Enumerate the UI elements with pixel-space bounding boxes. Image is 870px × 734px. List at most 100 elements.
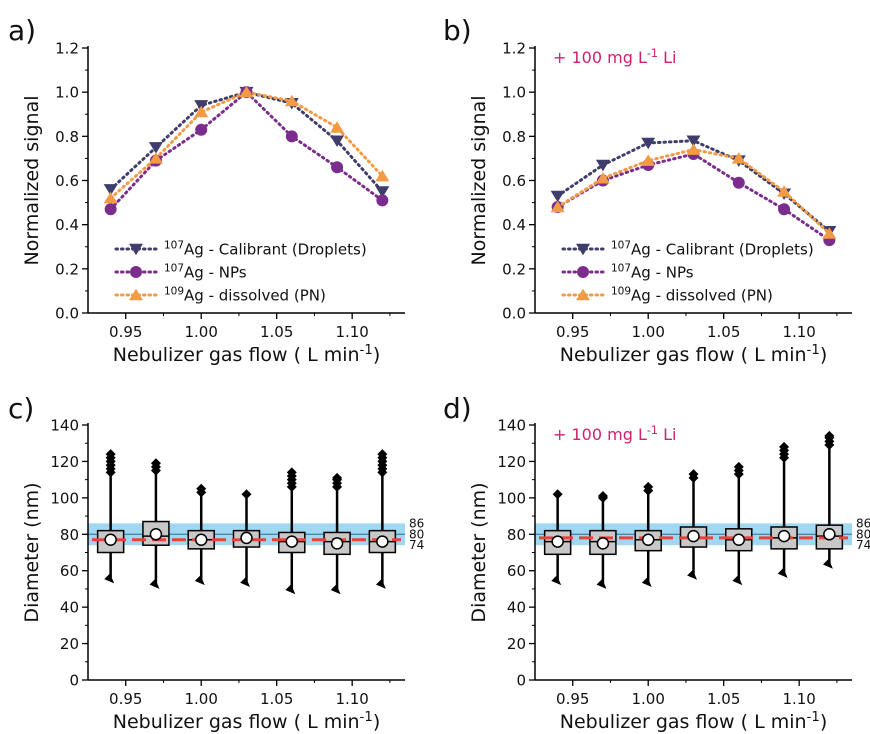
y-tick-label: 80	[507, 526, 526, 544]
y-tick-label: 0.2	[502, 260, 526, 278]
y-axis-title: Normalized signal	[468, 96, 490, 266]
panel-a: a) 0.0 0.2 0.4 0.6 0.8 1.0 1.2 0.95 1.00 1.05 1.10 N…	[8, 14, 405, 366]
outlier	[597, 491, 608, 502]
outlier-min	[641, 577, 652, 587]
x-axis-title: Nebulizer gas flow ( L min-1)	[113, 710, 380, 734]
y-tick-label: 0.4	[502, 216, 526, 234]
y-tick-label: 0.6	[55, 172, 79, 190]
x-tick-label: 0.95	[109, 690, 142, 708]
data-point	[550, 190, 565, 203]
outlier-min	[551, 575, 562, 586]
mean-marker	[687, 529, 700, 543]
mean-marker	[330, 537, 344, 550]
mean-marker	[596, 537, 610, 550]
legend-label: 109Ag - dissolved (PN)	[164, 286, 326, 305]
data-point	[376, 194, 389, 207]
mean-marker	[732, 533, 746, 546]
mean-marker	[641, 533, 655, 546]
x-tick-label: 1.05	[707, 323, 740, 341]
x-axis-title-rest: )	[820, 344, 827, 366]
series-line	[109, 90, 384, 194]
legend-label: 107Ag - Calibrant (Droplets)	[164, 240, 367, 259]
y-tick-label: 1.2	[502, 40, 526, 58]
y-tick-label: 100	[50, 489, 79, 507]
mean-marker	[194, 533, 208, 546]
legend-text: Ag - NPs	[184, 264, 247, 282]
x-axis-title-sup: -1	[807, 710, 820, 725]
outlier-min	[777, 567, 788, 578]
x-axis-title: Nebulizer gas flow ( L min-1)	[560, 343, 827, 367]
data-point	[595, 171, 610, 184]
data-point	[641, 154, 656, 166]
band-label: 86	[856, 516, 870, 530]
legend-marker	[576, 288, 590, 301]
mean-marker	[104, 533, 117, 546]
panel-label: d)	[443, 392, 472, 425]
panel-label: a)	[8, 14, 36, 47]
legend-label: 109Ag - dissolved (PN)	[611, 286, 773, 305]
outlier-min	[687, 569, 698, 580]
x-axis-title-rest: )	[820, 711, 827, 733]
x-axis-title-main: Nebulizer gas flow ( L min	[560, 344, 807, 366]
data-point	[103, 191, 118, 204]
band-label: 80	[856, 527, 870, 541]
band-label: 74	[856, 538, 870, 552]
legend-text: Ag - dissolved (PN)	[184, 287, 326, 305]
legend-text: Ag - Calibrant (Droplets)	[631, 241, 814, 259]
data-point	[103, 184, 118, 196]
outlier	[241, 489, 252, 500]
data-point	[148, 142, 163, 154]
legend-isotope: 107	[611, 240, 631, 252]
x-tick-label: 1.05	[260, 323, 293, 341]
annotation-sup: -1	[647, 47, 658, 60]
outlier-min	[596, 578, 607, 589]
x-tick-label: 1.00	[185, 690, 218, 708]
y-tick-label: 0	[516, 672, 526, 690]
y-tick-label: 120	[50, 453, 79, 471]
mean-marker	[823, 528, 836, 541]
x-axis-title-main: Nebulizer gas flow ( L min	[113, 344, 360, 366]
x-tick-label: 0.95	[556, 323, 589, 341]
outlier-min	[149, 578, 160, 589]
mean-marker	[285, 535, 299, 548]
outlier-min	[732, 575, 743, 586]
legend-marker	[577, 266, 589, 278]
x-axis-title-main: Nebulizer gas flow ( L min	[560, 711, 807, 733]
x-tick-label: 1.05	[260, 690, 293, 708]
data-point	[550, 200, 565, 213]
legend-marker	[129, 288, 143, 301]
outlier	[105, 449, 116, 460]
y-tick-label: 140	[50, 417, 79, 435]
x-axis-title-sup: -1	[360, 710, 373, 725]
annotation-main: + 100 mg L	[553, 48, 647, 67]
x-tick-label: 1.05	[707, 690, 740, 708]
legend-text: Ag - dissolved (PN)	[631, 287, 773, 305]
data-point	[285, 130, 298, 143]
y-tick-label: 1.0	[55, 84, 79, 102]
y-tick-label: 20	[60, 635, 79, 653]
outlier-min	[822, 558, 833, 569]
annotation-sup: -1	[647, 424, 658, 437]
outlier	[688, 469, 699, 480]
y-tick-label: 1.0	[502, 84, 526, 102]
data-point	[686, 143, 701, 155]
x-tick-label: 1.00	[632, 690, 665, 708]
y-axis-title: Diameter (nm)	[468, 482, 490, 622]
x-axis-title-main: Nebulizer gas flow ( L min	[113, 711, 360, 733]
legend-marker	[129, 243, 143, 256]
y-tick-label: 60	[60, 562, 79, 580]
x-tick-label: 1.10	[335, 690, 368, 708]
data-point	[375, 169, 390, 182]
y-tick-label: 120	[497, 453, 526, 471]
band-label: 86	[409, 516, 424, 530]
data-point	[641, 137, 656, 150]
x-axis-title-rest: )	[373, 711, 380, 733]
data-point	[778, 203, 791, 216]
panel-label: b)	[443, 14, 472, 47]
legend-label: 107Ag - NPs	[611, 263, 694, 282]
y-tick-label: 0.0	[55, 305, 79, 323]
annotation: + 100 mg L-1 Li	[553, 424, 676, 445]
mean-marker	[240, 531, 253, 545]
